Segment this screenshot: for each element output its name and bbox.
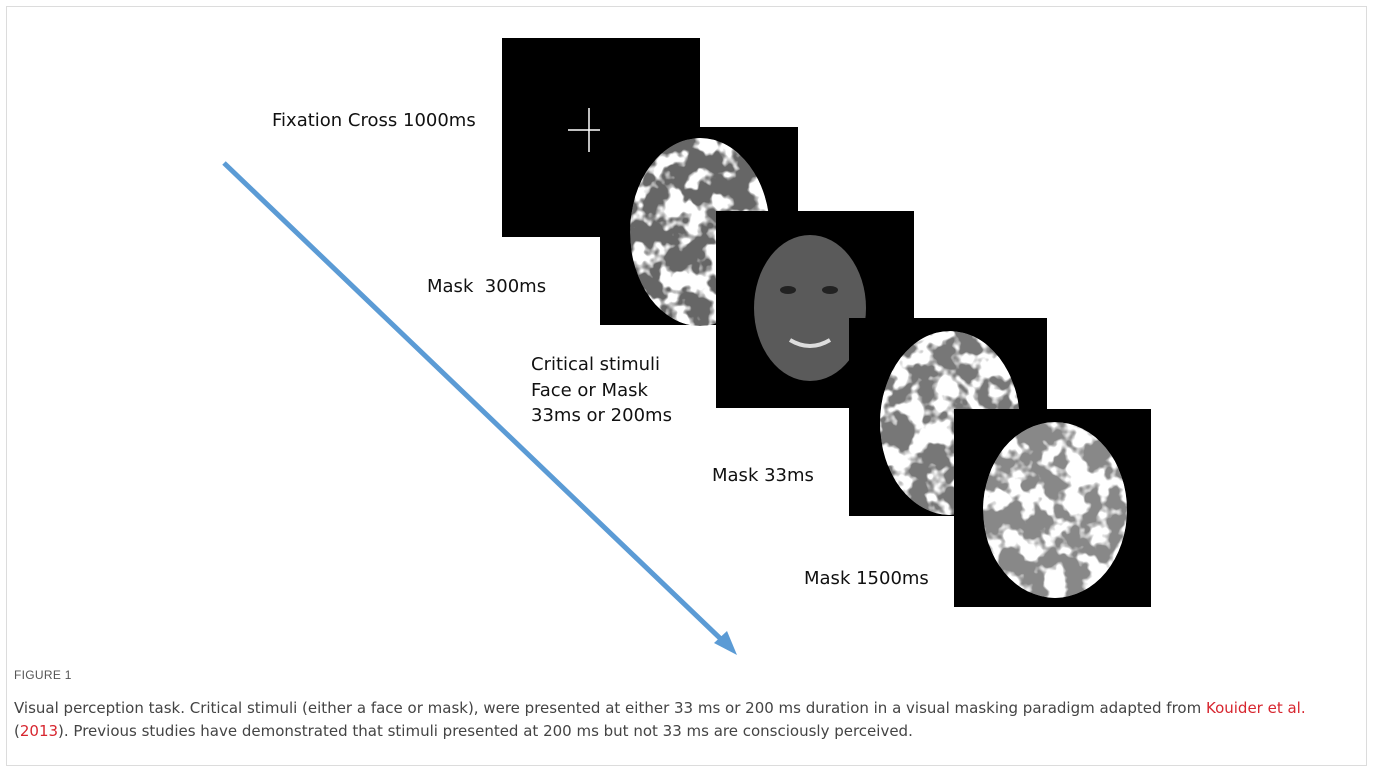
time-arrow	[222, 161, 727, 645]
caption-text: Visual perception task. Critical stimuli…	[14, 699, 1206, 717]
stage-label: Mask 33ms	[712, 465, 814, 486]
mask-pattern	[983, 422, 1127, 598]
stage-label: Mask 300ms	[427, 276, 546, 297]
face	[754, 235, 866, 381]
arrow-head	[714, 631, 737, 655]
figure-caption: Visual perception task. Critical stimuli…	[14, 697, 1354, 743]
stage-label: Face or Mask	[531, 380, 648, 401]
stage-label: Mask 1500ms	[804, 568, 929, 589]
citation-year-link[interactable]: 2013	[19, 722, 59, 740]
figure-number: FIGURE 1	[14, 668, 72, 682]
stage-label: Critical stimuli	[531, 354, 660, 375]
caption-text: (	[14, 722, 20, 740]
face-mouth	[788, 338, 832, 348]
stage-label: 33ms or 200ms	[531, 405, 672, 426]
figure-frame: Fixation Cross 1000ms Mask 300ms Critica…	[6, 6, 1367, 766]
face-eye	[822, 286, 838, 294]
citation-link[interactable]: Kouider et al.	[1205, 699, 1306, 717]
face-eye	[780, 286, 796, 294]
stage-label: Fixation Cross 1000ms	[272, 110, 476, 131]
caption-text: ). Previous studies have demonstrated th…	[58, 722, 913, 740]
